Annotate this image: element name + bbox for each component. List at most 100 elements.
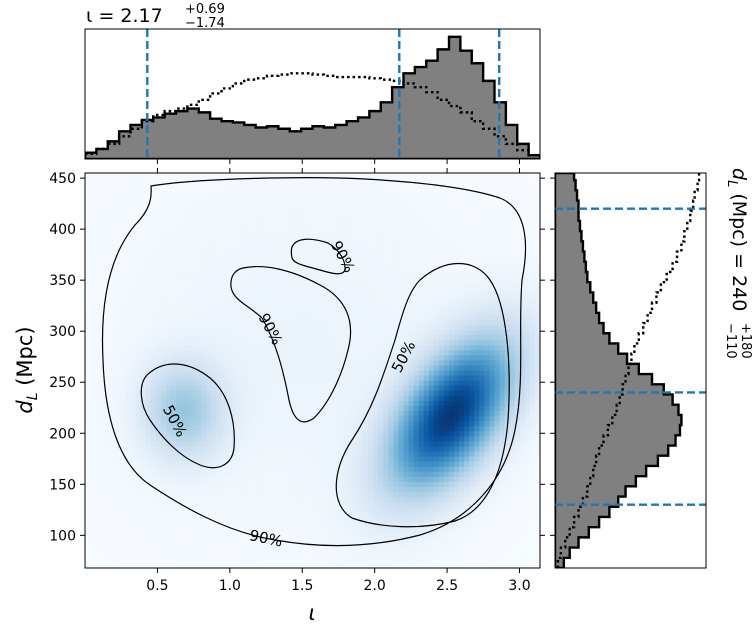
heatmap-cell (388, 441, 394, 448)
heatmap-cell (95, 183, 101, 189)
heatmap-cell (352, 537, 359, 544)
heatmap-cell (267, 476, 273, 483)
heatmap-cell (398, 552, 405, 559)
heatmap-cell (130, 254, 137, 260)
heatmap-cell (347, 228, 354, 235)
heatmap-cell (160, 390, 167, 397)
heatmap-cell (176, 213, 182, 220)
heatmap-cell (256, 370, 263, 377)
heatmap-cell (110, 279, 116, 286)
heatmap-cell (221, 542, 228, 549)
heatmap-cell (368, 527, 374, 534)
heatmap-cell (186, 486, 192, 493)
heatmap-cell (332, 279, 339, 286)
heatmap-cell (358, 481, 364, 488)
heatmap-cell (165, 193, 172, 199)
heatmap-cell (363, 264, 369, 270)
heatmap-cell (363, 329, 369, 336)
heatmap-cell (393, 517, 400, 524)
heatmap-cell (267, 299, 273, 306)
heatmap-cell (181, 395, 187, 402)
heatmap-cell (378, 441, 384, 448)
heatmap-cell (196, 466, 202, 473)
heatmap-cell (393, 527, 400, 534)
heatmap-cell (110, 208, 116, 215)
heatmap-cell (176, 451, 182, 458)
heatmap-cell (236, 294, 243, 301)
heatmap-cell (287, 421, 293, 427)
heatmap-cell (110, 274, 116, 280)
heatmap-cell (297, 329, 303, 336)
heatmap-cell (176, 466, 182, 473)
heatmap-cell (236, 492, 243, 498)
heatmap-cell (378, 259, 384, 265)
heatmap-cell (363, 446, 369, 453)
heatmap-cell (352, 466, 359, 473)
heatmap-cell (317, 289, 324, 296)
heatmap-cell (322, 279, 329, 286)
heatmap-cell (327, 426, 334, 432)
heatmap-cell (201, 441, 207, 448)
heatmap-cell (186, 335, 192, 341)
heatmap-cell (287, 248, 293, 255)
heatmap-cell (267, 431, 273, 437)
heatmap-cell (181, 355, 187, 361)
heatmap-cell (337, 223, 344, 230)
heatmap-cell (292, 329, 298, 336)
heatmap-cell (358, 390, 364, 397)
heatmap-cell (100, 223, 106, 230)
heatmap-cell (358, 183, 364, 189)
heatmap-cell (251, 345, 258, 351)
heatmap-cell (317, 173, 324, 179)
heatmap-cell (267, 517, 273, 524)
heatmap-cell (236, 522, 243, 529)
heatmap-cell (277, 228, 283, 235)
heatmap-cell (170, 441, 177, 448)
heatmap-cell (302, 426, 309, 432)
heatmap-cell (307, 451, 314, 458)
heatmap-cell (95, 431, 101, 437)
heatmap-cell (403, 243, 410, 250)
heatmap-cell (170, 466, 177, 473)
heatmap-cell (317, 395, 324, 402)
heatmap-cell (358, 405, 364, 412)
heatmap-cell (196, 562, 202, 568)
heatmap-cell (261, 254, 268, 260)
heatmap-cell (352, 340, 359, 346)
heatmap-cell (140, 405, 147, 412)
heatmap-cell (105, 188, 111, 194)
heatmap-cell (221, 233, 228, 240)
heatmap-cell (150, 395, 157, 402)
heatmap-cell (165, 497, 172, 503)
heatmap-cell (140, 502, 147, 508)
heatmap-cell (282, 274, 288, 280)
heatmap-cell (150, 178, 157, 184)
heatmap-cell (125, 400, 132, 407)
heatmap-cell (165, 248, 172, 255)
heatmap-cell (85, 375, 91, 382)
heatmap-cell (165, 228, 172, 235)
heatmap-cell (393, 370, 400, 377)
heatmap-cell (347, 370, 354, 377)
heatmap-cell (105, 345, 111, 351)
heatmap-cell (176, 461, 182, 468)
heatmap-cell (130, 365, 137, 372)
heatmap-cell (160, 395, 167, 402)
heatmap-cell (90, 385, 96, 392)
heatmap-cell (95, 228, 101, 235)
heatmap-cell (191, 269, 197, 275)
heatmap-cell (287, 446, 293, 453)
heatmap-cell (398, 486, 405, 493)
heatmap-cell (277, 284, 283, 291)
heatmap-cell (211, 476, 218, 483)
heatmap-cell (332, 400, 339, 407)
heatmap-cell (337, 395, 344, 402)
heatmap-cell (251, 233, 258, 240)
heatmap-cell (393, 254, 400, 260)
heatmap-cell (226, 304, 233, 311)
heatmap-cell (155, 269, 162, 275)
heatmap-cell (221, 405, 228, 412)
heatmap-cell (363, 507, 369, 513)
heatmap-cell (176, 411, 182, 417)
heatmap-cell (176, 537, 182, 544)
